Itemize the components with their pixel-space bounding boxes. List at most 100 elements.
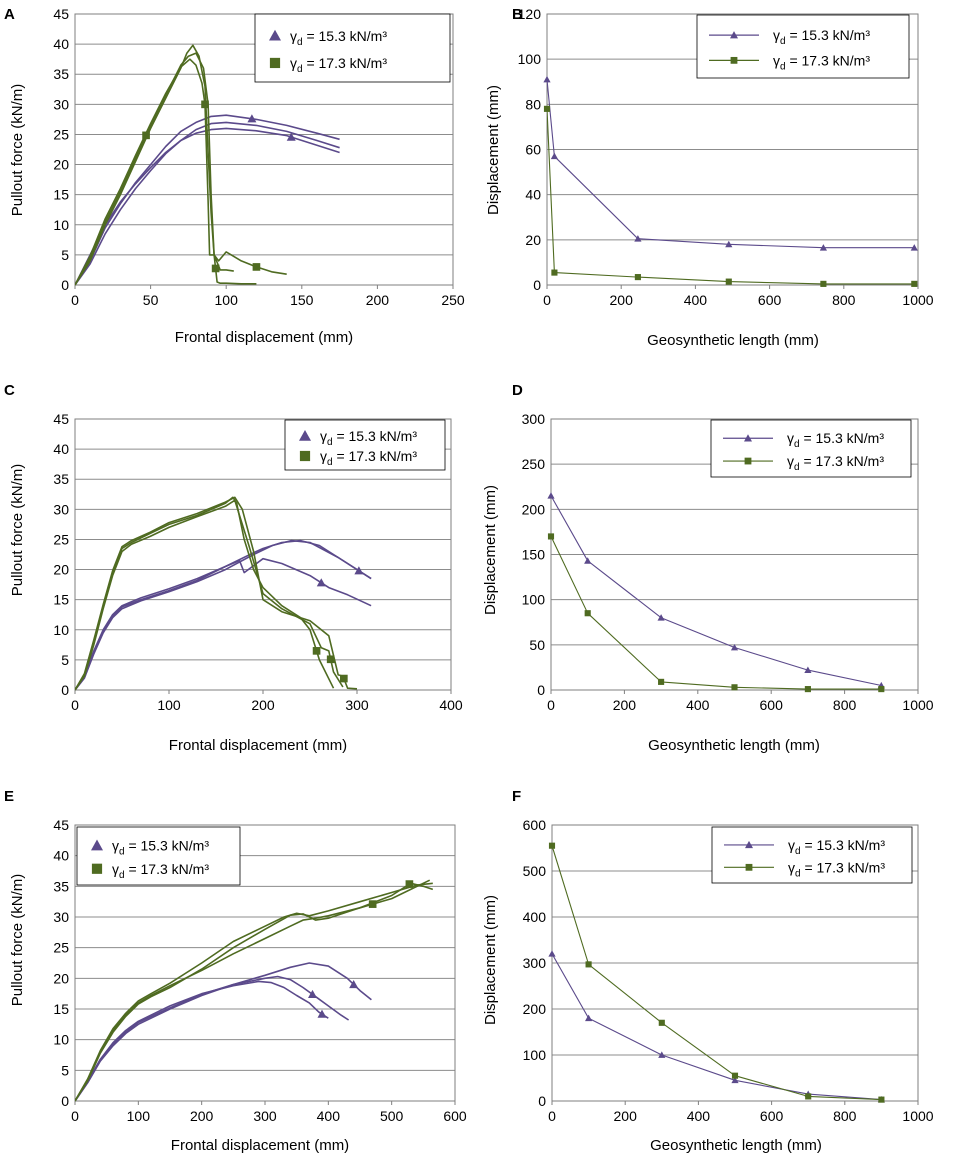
y-tick-label: 25: [53, 531, 69, 547]
legend-box: [254, 13, 451, 83]
data-point-marker: [725, 278, 732, 285]
y-tick-label: 0: [61, 277, 69, 293]
series-line-3: [75, 975, 350, 1102]
y-tick-label: 0: [61, 1093, 69, 1109]
panel-letter: C: [4, 382, 15, 399]
y-axis-label: Pullout force (kN/m): [9, 874, 26, 1007]
y-tick-label: 40: [53, 36, 69, 52]
series-line-4: [75, 496, 335, 691]
x-tick-label: 0: [548, 1108, 556, 1124]
series-line-2: [552, 845, 882, 1101]
series-line-2: [547, 108, 915, 285]
y-tick-label: 300: [522, 411, 546, 427]
legend-label: γd = 15.3 kN/m³: [773, 27, 870, 47]
y-tick-label: 200: [523, 1001, 547, 1017]
data-point-marker: [548, 950, 556, 957]
data-point-marker: [878, 686, 885, 693]
data-point-marker: [730, 643, 739, 651]
legend-marker: [730, 31, 738, 39]
legend-box: [76, 826, 241, 886]
data-point-marker: [911, 280, 918, 287]
legend-marker: [745, 840, 753, 849]
legend-label: γd = 17.3 kN/m³: [290, 55, 387, 75]
y-tick-label: 30: [53, 909, 69, 925]
y-tick-label: 35: [53, 471, 69, 487]
series-line-6: [75, 58, 257, 286]
data-point-marker: [142, 131, 150, 140]
legend-marker: [744, 457, 752, 465]
y-tick-label: 35: [53, 878, 69, 894]
chart-panel-D: 0 50 100 150 200 250 300 0 200 400 600 800 1000 Geosy…: [482, 382, 934, 754]
legend-marker: [744, 434, 752, 442]
y-tick-label: 20: [53, 157, 69, 173]
legend-label: γd = 17.3 kN/m³: [112, 861, 209, 881]
data-point-marker: [805, 1093, 812, 1100]
series-line-3: [75, 127, 340, 286]
x-tick-label: 400: [439, 697, 463, 713]
y-tick-label: 0: [537, 682, 545, 698]
y-tick-label: 100: [523, 1047, 547, 1063]
data-point-marker: [585, 961, 592, 968]
data-point-marker: [820, 280, 827, 287]
x-tick-label: 800: [832, 292, 856, 308]
x-tick-label: 500: [380, 1108, 404, 1124]
data-point-marker: [211, 264, 220, 273]
panel-letter: D: [512, 382, 523, 399]
x-tick-label: 100: [127, 1108, 151, 1124]
plot-frame: [546, 13, 919, 286]
x-axis-label: Frontal displacement (mm): [169, 737, 347, 754]
x-tick-label: 400: [687, 1108, 711, 1124]
y-tick-label: 250: [522, 456, 546, 472]
y-axis-label: Displacement (mm): [485, 85, 502, 215]
data-point-marker: [308, 989, 317, 999]
legend-box: [696, 14, 910, 79]
x-tick-label: 1000: [902, 292, 933, 308]
y-tick-label: 5: [61, 652, 69, 668]
x-tick-label: 400: [684, 292, 708, 308]
plot-frame: [551, 824, 919, 1102]
x-tick-label: 0: [547, 697, 555, 713]
data-point-marker: [548, 842, 556, 849]
x-tick-label: 100: [157, 697, 181, 713]
data-point-marker: [910, 244, 918, 251]
y-tick-label: 50: [529, 637, 545, 653]
x-tick-label: 600: [760, 1108, 784, 1124]
y-tick-label: 150: [522, 547, 546, 563]
data-point-marker: [658, 1019, 665, 1026]
y-axis-label: Pullout force (kN/m): [9, 464, 26, 597]
data-point-marker: [547, 533, 555, 540]
series-line-1: [552, 953, 882, 1101]
legend-label: γd = 15.3 kN/m³: [112, 838, 209, 858]
x-tick-label: 200: [613, 697, 637, 713]
x-tick-label: 200: [251, 697, 275, 713]
y-tick-label: 20: [525, 232, 541, 248]
legend-label: γd = 15.3 kN/m³: [787, 430, 884, 450]
data-point-marker: [731, 684, 738, 691]
data-point-marker: [247, 114, 257, 123]
y-axis-label: Pullout force (kN/m): [9, 84, 26, 217]
series-line-2: [75, 980, 329, 1102]
data-point-marker: [804, 666, 812, 674]
series-line-1: [75, 962, 372, 1102]
data-point-marker: [405, 880, 414, 888]
panel-letter: A: [4, 6, 15, 23]
y-tick-label: 40: [53, 848, 69, 864]
legend-label: γd = 15.3 kN/m³: [290, 28, 387, 48]
x-tick-label: 200: [366, 292, 390, 308]
legend-box: [284, 419, 446, 471]
data-point-marker: [725, 240, 733, 248]
x-tick-label: 1000: [902, 697, 933, 713]
x-tick-label: 0: [543, 292, 551, 308]
y-tick-label: 100: [522, 592, 546, 608]
y-tick-label: 15: [53, 187, 69, 203]
chart-panel-A: 0 5 10 15 20 25 30 35 40 45 0 50 100 150 200 250 Frontal…: [4, 6, 465, 346]
y-tick-label: 300: [523, 955, 547, 971]
series-line-5: [75, 499, 344, 691]
y-tick-label: 45: [53, 6, 69, 22]
y-tick-label: 0: [538, 1093, 546, 1109]
legend: γd = 15.3 kN/m³ γd = 17.3 kN/m³: [254, 13, 451, 83]
y-tick-label: 45: [53, 411, 69, 427]
